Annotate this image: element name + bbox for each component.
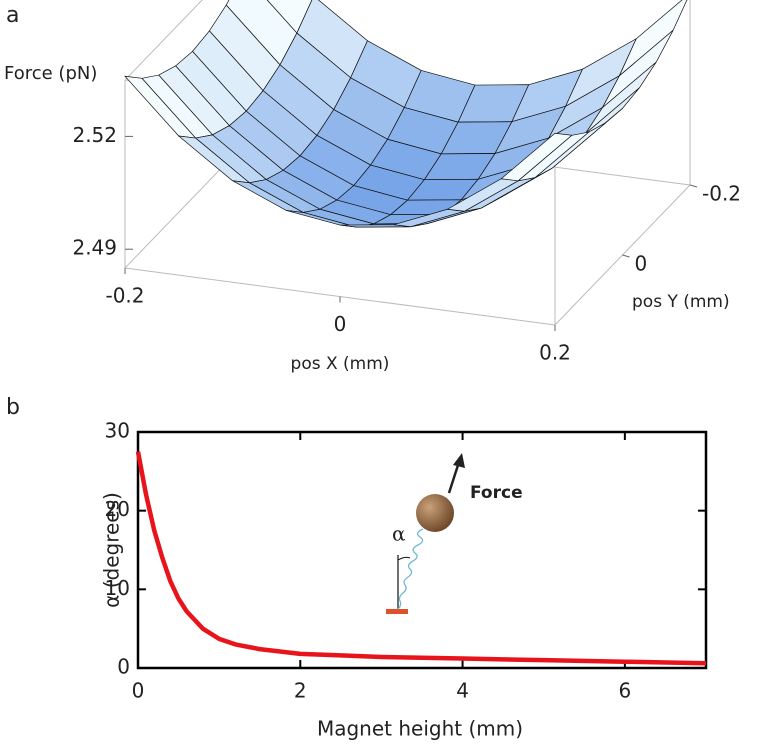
- data-line: [135, 451, 707, 666]
- box-edge: [124, 0, 203, 81]
- x-tick-label: 6: [618, 679, 631, 703]
- x-tick-label: 0: [132, 679, 145, 703]
- surface-anchor: [386, 609, 408, 614]
- x-tick-label: 0: [334, 312, 347, 336]
- panel-label: a: [6, 3, 19, 28]
- z-axis-label: Force (pN): [4, 63, 97, 84]
- x-axis-label: Magnet height (mm): [317, 717, 523, 741]
- x-tick-label: 0.2: [539, 341, 571, 365]
- surface-patch: [500, 132, 573, 182]
- y-tick-label: 30: [105, 419, 130, 443]
- inset: Force α: [386, 453, 523, 614]
- plot-frame: [136, 430, 708, 670]
- y-tick-label: -0.2: [702, 182, 741, 206]
- y-tick-label: 20: [105, 497, 130, 521]
- x-axis-label: pos X (mm): [291, 354, 390, 374]
- panel-label: b: [6, 395, 20, 420]
- z-tick-label: 2.49: [72, 236, 117, 260]
- x-tick-label: 2: [294, 679, 307, 703]
- force-arrow: [447, 461, 461, 494]
- y-axis-label: α (degrees): [100, 492, 124, 608]
- y-axis-label: pos Y (mm): [632, 292, 730, 312]
- x-tick-label: -0.2: [105, 284, 144, 308]
- annotation: α: [392, 522, 406, 546]
- annotation: Force: [470, 483, 523, 503]
- z-tick-label: 2.52: [72, 123, 117, 147]
- y-tick-label: 0: [117, 655, 130, 679]
- arrow-head: [453, 453, 465, 468]
- y-tick: [689, 184, 698, 188]
- bead: [416, 494, 454, 532]
- y-tick: [622, 254, 630, 258]
- tether: [397, 528, 424, 610]
- angle-arc: [397, 556, 411, 561]
- y-tick-label: 10: [105, 576, 130, 600]
- y-tick-label: 0: [635, 252, 648, 276]
- x-tick-label: 4: [456, 679, 469, 703]
